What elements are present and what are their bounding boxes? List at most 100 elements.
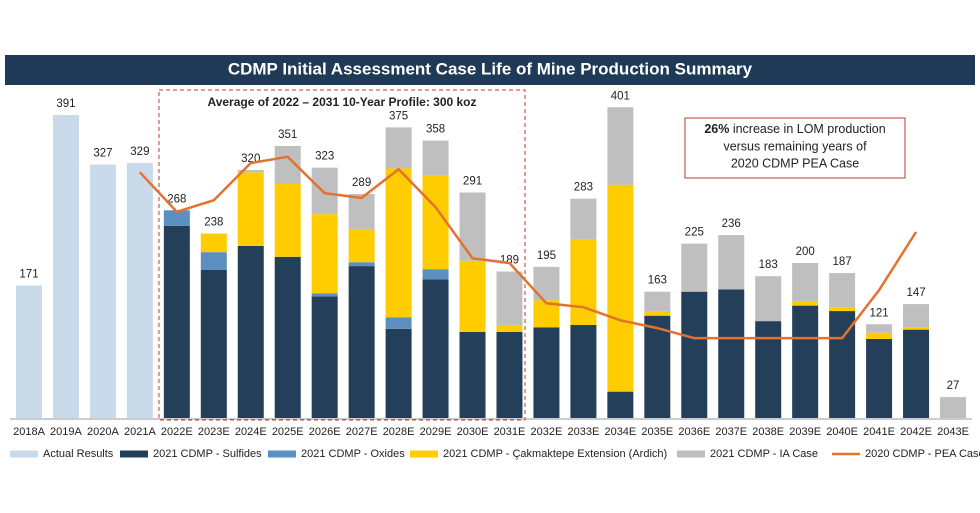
x-tick-label: 2025E [272,426,304,438]
bar-segment [681,291,708,418]
bar-segment [52,114,79,418]
total-label: 171 [19,269,38,281]
bar-segment [866,324,893,333]
line-series [138,155,918,340]
x-tick-label: 2036E [678,426,710,438]
legend-swatch [120,450,148,458]
legend-label: 2020 CDMP - PEA Case [865,448,980,460]
x-tick-label: 2029E [420,426,452,438]
bar-segment [422,140,449,176]
x-tick-label: 2026E [309,426,341,438]
x-tick-label: 2020A [87,426,119,438]
bar-segment [311,293,338,297]
bar-segment [163,225,190,418]
legend-label: 2021 CDMP - Sulfides [153,448,262,460]
bar-segment [237,170,264,173]
bar-segment [459,192,486,261]
bar-segment [903,304,930,328]
bar-segment [459,331,486,418]
callout-line: 26% increase in LOM production [704,122,885,136]
bar-segment [385,168,412,318]
bar-segment [866,338,893,418]
total-label: 391 [56,98,75,110]
bar-segment [16,285,42,418]
bar-segment [718,289,745,418]
total-label: 200 [796,246,815,258]
x-tick-label: 2021A [124,426,156,438]
total-label: 323 [315,151,334,163]
bar-segment [422,279,449,418]
average-box [158,89,526,421]
x-tick-label: 2040E [826,426,858,438]
bar-segment [496,325,523,332]
bar-segment [274,256,301,418]
bar-segment [496,331,523,418]
x-tick-label: 2028E [383,426,415,438]
x-tick-label: 2042E [900,426,932,438]
total-label: 163 [648,275,667,287]
total-label: 289 [352,177,371,189]
bar-segment [89,164,116,418]
total-label: 187 [833,256,852,268]
total-label: 375 [389,110,408,122]
bar-segment [496,271,523,326]
bar-segment [866,332,893,339]
bar-segment [126,163,153,418]
total-label: 183 [759,259,778,271]
x-tick-label: 2018A [13,426,45,438]
bar-segment [607,184,634,392]
bar-segment [755,321,782,418]
bar-segment [644,291,671,312]
bar-segment [237,245,264,418]
bar-segment [274,183,301,257]
bar-segment [903,329,930,418]
x-tick-label: 2039E [789,426,821,438]
legend-label: Actual Results [43,448,114,460]
total-label: 327 [93,148,112,160]
bar-segment [348,228,375,263]
x-tick-label: 2030E [457,426,489,438]
x-tick-label: 2041E [863,426,895,438]
legend-label: 2021 CDMP - Çakmaktepe Extension (Ardich… [443,448,667,460]
x-tick-label: 2043E [937,426,969,438]
total-label: 225 [685,227,704,239]
bar-segment [385,127,412,169]
x-tick-label: 2022E [161,426,193,438]
bar-segment [311,214,338,294]
bar-segment [348,266,375,418]
legend-swatch [410,450,438,458]
bar-segment [422,269,449,280]
callout-line: versus remaining years of [723,139,867,153]
x-tick-label: 2019A [50,426,82,438]
total-label: 268 [167,193,186,205]
x-tick-label: 2032E [531,426,563,438]
bar-segment [237,172,264,246]
total-label: 27 [947,380,960,392]
bar-segment [200,252,227,270]
x-tick-label: 2023E [198,426,230,438]
x-tick-label: 2027E [346,426,378,438]
average-annotation: Average of 2022 – 2031 10-Year Profile: … [207,95,476,109]
bar-segment [311,167,338,215]
bar-segment [903,327,930,330]
callout-text: increase in LOM production [733,122,886,136]
bar-segment [570,198,597,240]
bar-segment [644,311,671,316]
x-tick-label: 2024E [235,426,267,438]
chart-title: CDMP Initial Assessment Case Life of Min… [228,59,753,78]
total-label: 195 [537,250,556,262]
x-tick-label: 2038E [752,426,784,438]
total-label: 283 [574,182,593,194]
bar-segment [718,235,745,290]
legend-swatch [10,450,38,458]
bar-segment [422,175,449,270]
total-label: 238 [204,217,223,229]
bar-segment [385,317,412,329]
x-tick-label: 2037E [715,426,747,438]
bar-segment [792,263,819,302]
total-label: 358 [426,124,445,136]
bar-segment [755,276,782,322]
legend-label: 2021 CDMP - IA Case [710,448,818,460]
bar-segment [200,233,227,253]
